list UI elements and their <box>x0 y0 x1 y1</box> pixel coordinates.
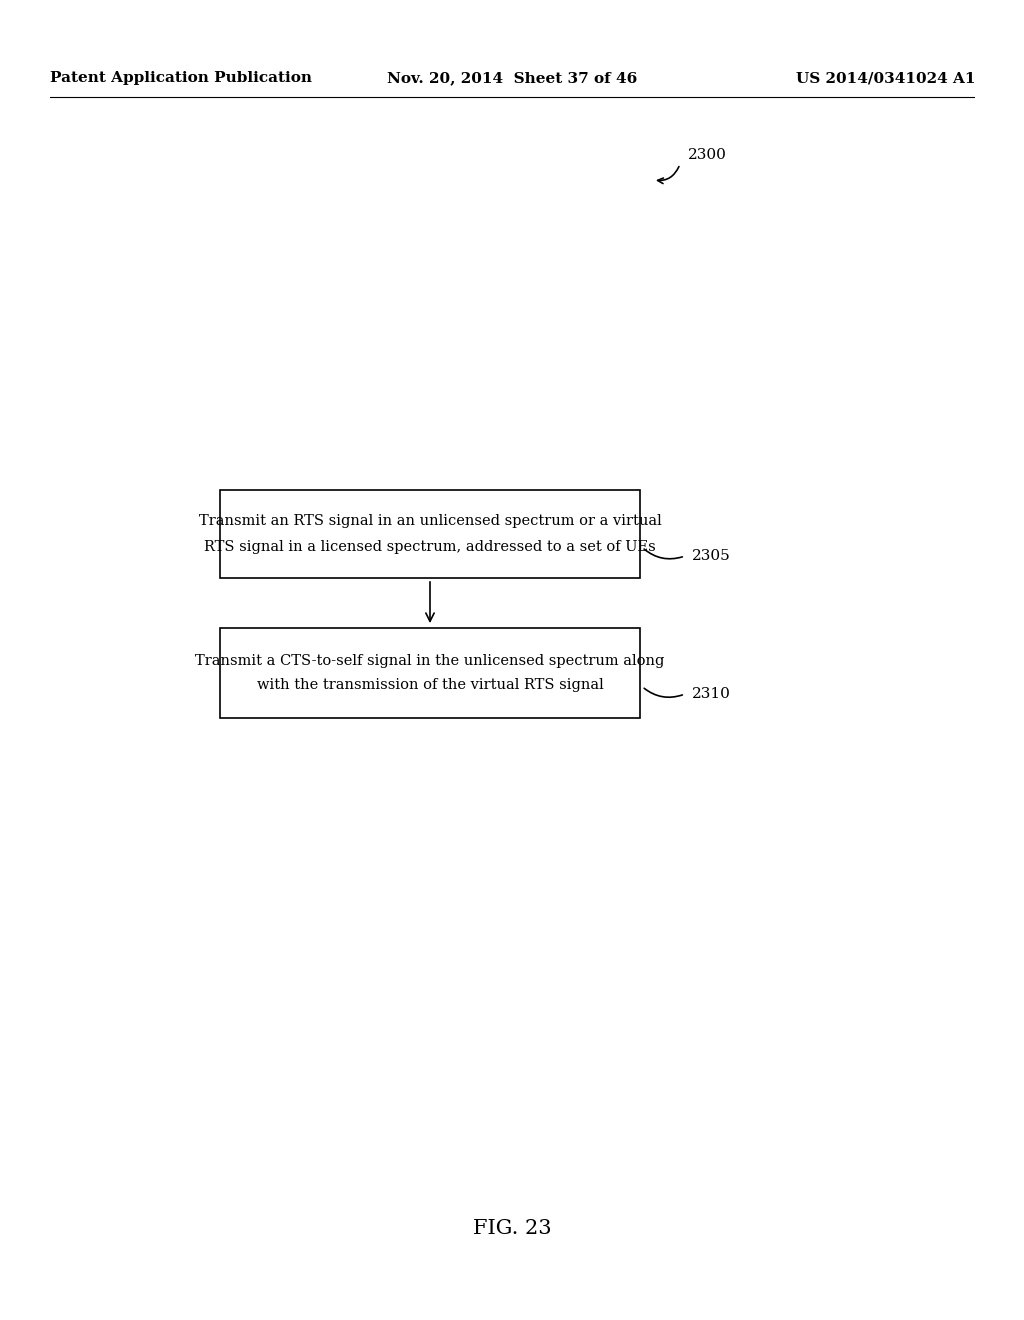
Text: 2310: 2310 <box>692 686 731 701</box>
Bar <box>220 490 640 578</box>
Text: Patent Application Publication: Patent Application Publication <box>50 71 312 84</box>
Text: 2305: 2305 <box>692 549 731 564</box>
Text: Transmit a CTS-to-self signal in the unlicensed spectrum along: Transmit a CTS-to-self signal in the unl… <box>196 653 665 668</box>
Text: with the transmission of the virtual RTS signal: with the transmission of the virtual RTS… <box>257 678 603 692</box>
Bar <box>220 628 640 718</box>
Text: RTS signal in a licensed spectrum, addressed to a set of UEs: RTS signal in a licensed spectrum, addre… <box>204 540 656 554</box>
Text: 2300: 2300 <box>688 148 727 162</box>
Text: FIG. 23: FIG. 23 <box>473 1218 551 1238</box>
Text: Transmit an RTS signal in an unlicensed spectrum or a virtual: Transmit an RTS signal in an unlicensed … <box>199 513 662 528</box>
Text: US 2014/0341024 A1: US 2014/0341024 A1 <box>796 71 975 84</box>
Text: Nov. 20, 2014  Sheet 37 of 46: Nov. 20, 2014 Sheet 37 of 46 <box>387 71 637 84</box>
